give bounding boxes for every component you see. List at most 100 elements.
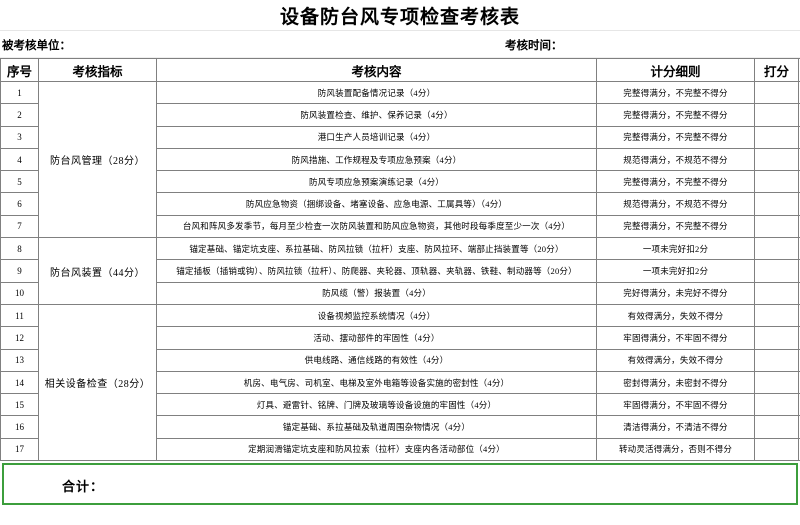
cell-content[interactable]: 防风应急物资（捆绑设备、堵塞设备、应急电源、工属具等）（4分）	[156, 192, 597, 216]
cell-score[interactable]	[754, 192, 799, 216]
table-row[interactable]: 8 防台风装置（44分） 锚定基础、锚定坑支座、系拉基础、防风拉锁（拉杆）支座、防风…	[0, 237, 800, 305]
cell-rule[interactable]: 转动灵活得满分，否则不得分	[596, 437, 755, 462]
header-category: 考核指标	[38, 58, 157, 82]
cell-category[interactable]: 相关设备检查（28分）	[38, 303, 157, 462]
cell-index[interactable]: 4	[0, 147, 39, 172]
table-row[interactable]: 9 锚定插板（插销或钩）、防风拉锁（拉杆）、防爬器、夹轮器、顶轨器、夹轨器、铁鞋、…	[0, 259, 800, 283]
cell-content[interactable]: 锚定基础、系拉基础及轨道周围杂物情况（4分）	[156, 415, 597, 439]
cell-score[interactable]	[754, 125, 799, 149]
cell-remark[interactable]	[798, 437, 800, 462]
cell-index[interactable]: 13	[0, 348, 39, 372]
audit-time-label: 考核时间：	[505, 40, 563, 52]
header-index: 序号	[0, 58, 39, 82]
cell-category[interactable]: 防台风装置（44分）	[38, 237, 157, 305]
table-row[interactable]: 1 防台风管理（28分） 防风装置配备情况记录（4分） 完整得满分，不完整不得分	[0, 80, 800, 239]
header-rule: 计分细则	[596, 58, 755, 82]
cell-content[interactable]: 锚定插板（插销或钩）、防风拉锁（拉杆）、防爬器、夹轮器、顶轨器、夹轨器、铁鞋、制…	[156, 259, 597, 283]
total-label: 合计：	[62, 479, 105, 495]
cell-index[interactable]: 15	[0, 393, 39, 417]
cell-category[interactable]: 防台风管理（28分）	[38, 80, 157, 239]
total-section: 合计：	[0, 463, 800, 508]
cell-rule[interactable]: 完整得满分，不完整不得分	[596, 214, 755, 239]
table-row[interactable]: 7 台风和阵风多发季节，每月至少检查一次防风装置和防风应急物资，其他时段每季度至少…	[0, 214, 800, 239]
cell-content[interactable]: 台风和阵风多发季节，每月至少检查一次防风装置和防风应急物资，其他时段每季度至少一…	[156, 214, 597, 239]
cell-content[interactable]: 灯具、避雷针、铭牌、门牌及玻璃等设备设施的牢固性（4分）	[156, 393, 597, 417]
cell-rule[interactable]: 有效得满分，失效不得分	[596, 303, 755, 328]
cell-rule[interactable]: 牢固得满分，不牢固不得分	[596, 393, 755, 417]
cell-index[interactable]: 2	[0, 103, 39, 127]
page-title: 设备防台风专项检查考核表	[279, 6, 520, 28]
cell-content[interactable]: 定期润滑锚定坑支座和防风拉索（拉杆）支座内各活动部位（4分）	[156, 437, 597, 462]
cell-content[interactable]: 防风缆（警）报装置（4分）	[156, 281, 597, 305]
cell-content[interactable]: 活动、摆动部件的牢固性（4分）	[156, 326, 597, 350]
cell-rule[interactable]: 密封得满分，未密封不得分	[596, 370, 755, 395]
table-row[interactable]: 6 防风应急物资（捆绑设备、堵塞设备、应急电源、工属具等）（4分） 规范得满分，不规…	[0, 192, 800, 216]
cell-rule[interactable]: 规范得满分，不规范不得分	[596, 147, 755, 172]
cell-content[interactable]: 供电线路、通信线路的有效性（4分）	[156, 348, 597, 372]
table-header-row: 序号 考核指标 考核内容 计分细则 打分 备注	[0, 58, 800, 82]
cell-index[interactable]: 5	[0, 170, 39, 194]
table-row[interactable]: 4 防风措施、工作规程及专项应急预案（4分） 规范得满分，不规范不得分	[0, 147, 800, 172]
cell-rule[interactable]: 完整得满分，不完整不得分	[596, 80, 755, 105]
cell-content[interactable]: 港口生产人员培训记录（4分）	[156, 125, 597, 149]
cell-score[interactable]	[754, 237, 799, 261]
cell-score[interactable]	[754, 393, 799, 417]
title-row: 设备防台风专项检查考核表	[0, 0, 800, 31]
table-row[interactable]: 16 锚定基础、系拉基础及轨道周围杂物情况（4分） 清洁得满分，不清洁不得分	[0, 415, 800, 439]
cell-rule[interactable]: 有效得满分，失效不得分	[596, 348, 755, 372]
cell-rule[interactable]: 完整得满分，不完整不得分	[596, 170, 755, 194]
cell-rule[interactable]: 完整得满分，不完整不得分	[596, 103, 755, 127]
cell-score[interactable]	[754, 281, 799, 305]
cell-index[interactable]: 6	[0, 192, 39, 216]
table-row[interactable]: 12 活动、摆动部件的牢固性（4分） 牢固得满分，不牢固不得分	[0, 326, 800, 350]
cell-index[interactable]: 12	[0, 326, 39, 350]
cell-score[interactable]	[754, 348, 799, 372]
cell-index[interactable]: 1	[0, 80, 39, 105]
cell-content[interactable]: 防风专项应急预案演练记录（4分）	[156, 170, 597, 194]
cell-rule[interactable]: 完好得满分，未完好不得分	[596, 281, 755, 305]
audited-unit-label: 被考核单位：	[2, 40, 71, 52]
cell-score[interactable]	[754, 370, 799, 395]
cell-score[interactable]	[754, 80, 799, 105]
cell-index[interactable]: 16	[0, 415, 39, 439]
cell-score[interactable]	[754, 170, 799, 194]
cell-index[interactable]: 17	[0, 437, 39, 462]
cell-index[interactable]: 8	[0, 237, 39, 261]
cell-content[interactable]: 防风措施、工作规程及专项应急预案（4分）	[156, 147, 597, 172]
cell-rule[interactable]: 完整得满分，不完整不得分	[596, 125, 755, 149]
cell-rule[interactable]: 清洁得满分，不清洁不得分	[596, 415, 755, 439]
cell-rule[interactable]: 一项未完好扣2分	[596, 237, 755, 261]
cell-content[interactable]: 防风装置配备情况记录（4分）	[156, 80, 597, 105]
table-body: 1 防台风管理（28分） 防风装置配备情况记录（4分） 完整得满分，不完整不得分 2 防风…	[0, 80, 800, 462]
table-row[interactable]: 11 相关设备检查（28分） 设备视频监控系统情况（4分） 有效得满分，失效不得分	[0, 303, 800, 462]
assessment-table: 序号 考核指标 考核内容 计分细则 打分 备注 1防台风管理（28分）防风装置配…	[0, 58, 800, 462]
table-header: 序号 考核指标 考核内容 计分细则 打分 备注	[0, 58, 800, 82]
cell-score[interactable]	[754, 259, 799, 283]
cell-score[interactable]	[754, 147, 799, 172]
table-row[interactable]: 17 定期润滑锚定坑支座和防风拉索（拉杆）支座内各活动部位（4分） 转动灵活得满分，…	[0, 437, 800, 462]
cell-score[interactable]	[754, 303, 799, 328]
cell-index[interactable]: 7	[0, 214, 39, 239]
cell-content[interactable]: 设备视频监控系统情况（4分）	[156, 303, 597, 328]
cell-score[interactable]	[754, 415, 799, 439]
cell-index[interactable]: 9	[0, 259, 39, 283]
cell-score[interactable]	[754, 326, 799, 350]
cell-score[interactable]	[754, 437, 799, 462]
cell-score[interactable]	[754, 214, 799, 239]
cell-content[interactable]: 锚定基础、锚定坑支座、系拉基础、防风拉锁（拉杆）支座、防风拉环、端部止挡装置等（…	[156, 237, 597, 261]
header-score: 打分	[754, 58, 799, 82]
cell-index[interactable]: 10	[0, 281, 39, 305]
cell-index[interactable]: 14	[0, 370, 39, 395]
cell-rule[interactable]: 一项未完好扣2分	[596, 259, 755, 283]
cell-score[interactable]	[754, 103, 799, 127]
cell-content[interactable]: 防风装置检查、维护、保养记录（4分）	[156, 103, 597, 127]
table-row[interactable]: 5 防风专项应急预案演练记录（4分） 完整得满分，不完整不得分	[0, 170, 800, 194]
cell-content[interactable]: 机房、电气房、司机室、电梯及室外电箱等设备实施的密封性（4分）	[156, 370, 597, 395]
total-selection-box[interactable]: 合计：	[2, 463, 798, 506]
cell-rule[interactable]: 牢固得满分，不牢固不得分	[596, 326, 755, 350]
header-content: 考核内容	[156, 58, 597, 82]
cell-index[interactable]: 11	[0, 303, 39, 328]
cell-index[interactable]: 3	[0, 125, 39, 149]
cell-rule[interactable]: 规范得满分，不规范不得分	[596, 192, 755, 216]
